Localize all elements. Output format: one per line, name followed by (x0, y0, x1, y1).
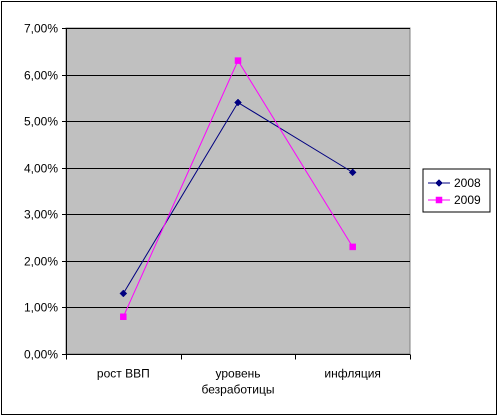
legend-marker-2008 (435, 179, 443, 187)
data-point-2008 (234, 98, 242, 107)
y-tick-label: 7,00% (24, 22, 58, 36)
legend-label-2008: 2008 (454, 176, 481, 190)
legend-label-2009: 2009 (454, 193, 481, 207)
y-tick-label: 2,00% (24, 255, 58, 269)
series-group (119, 57, 357, 320)
legend: 2008 2009 (422, 168, 491, 213)
x-tick-label: уровень безработицы (202, 367, 275, 397)
y-tick-label: 4,00% (24, 162, 58, 176)
y-tick-label: 0,00% (24, 348, 58, 362)
data-point-2009 (120, 313, 127, 320)
x-axis: рост ВВП уровень безработицы инфляция (66, 354, 411, 397)
data-point-2008 (119, 289, 128, 298)
data-point-2008 (348, 168, 357, 177)
y-axis: 0,00% 1,00% 2,00% 3,00% 4,00% 5,00% 6,00% 7,00% (24, 22, 67, 362)
y-tick-label: 5,00% (24, 115, 58, 129)
y-tick-label: 1,00% (24, 301, 58, 315)
y-tick-label: 6,00% (24, 69, 58, 83)
legend-marker-2009 (435, 196, 443, 204)
gridlines (66, 28, 410, 308)
x-tick-label: рост ВВП (97, 367, 150, 381)
x-tick-label: инфляция (324, 367, 381, 381)
legend-box (422, 168, 491, 213)
data-point-2009 (234, 57, 242, 64)
data-point-2009 (349, 243, 356, 251)
y-tick-label: 3,00% (24, 208, 58, 222)
plot-area (65, 27, 411, 355)
